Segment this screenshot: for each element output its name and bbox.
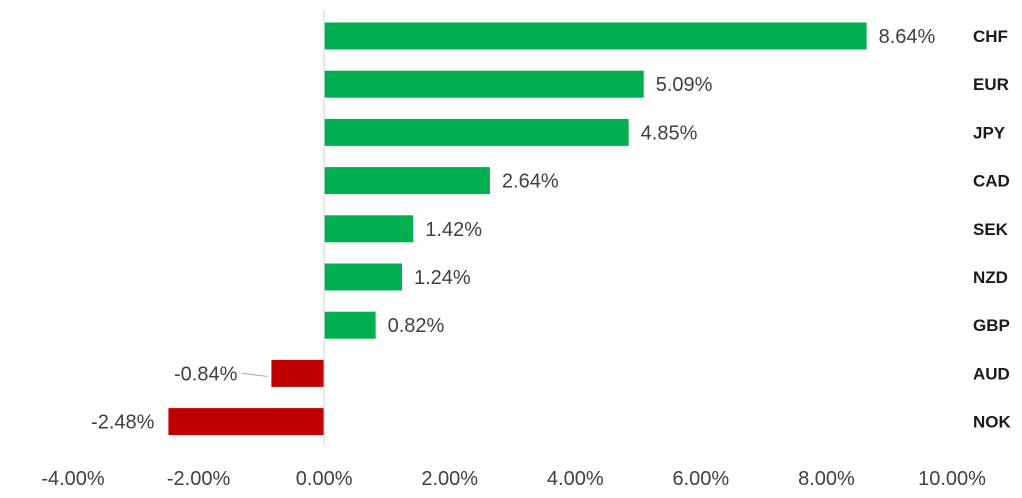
- value-label-chf: 8.64%: [879, 26, 936, 48]
- leader-line-aud: [241, 372, 268, 377]
- bar-nok: [168, 408, 325, 436]
- category-label-aud: AUD: [973, 364, 1010, 383]
- x-tick-label: 8.00%: [798, 468, 855, 490]
- value-label-gbp: 0.82%: [388, 315, 445, 337]
- value-label-nok: -2.48%: [91, 412, 155, 434]
- bar-aud: [271, 359, 325, 387]
- category-label-nzd: NZD: [973, 268, 1008, 287]
- x-tick-label: 2.00%: [421, 468, 478, 490]
- bar-sek: [324, 215, 414, 243]
- category-label-sek: SEK: [973, 220, 1009, 239]
- bars-layer: [168, 22, 867, 436]
- category-label-cad: CAD: [973, 172, 1010, 191]
- bar-jpy: [324, 118, 629, 146]
- value-label-aud: -0.84%: [174, 363, 238, 385]
- x-tick-label: 4.00%: [547, 468, 604, 490]
- category-label-chf: CHF: [973, 27, 1008, 46]
- labels-layer: 8.64% CHF 5.09% EUR 4.85% JPY 2.64% CAD 1.42% SEK…: [91, 26, 1011, 434]
- category-label-eur: EUR: [973, 75, 1009, 94]
- value-label-jpy: 4.85%: [641, 122, 698, 144]
- bar-nzd: [324, 263, 402, 291]
- x-tick-label: 6.00%: [672, 468, 729, 490]
- category-label-jpy: JPY: [973, 123, 1006, 142]
- bar-eur: [324, 70, 644, 98]
- axis-layer: -4.00% -2.00% 0.00% 2.00% 4.00% 6.00% 8.00% 10.…: [41, 10, 986, 490]
- value-label-cad: 2.64%: [502, 171, 559, 193]
- category-label-nok: NOK: [973, 413, 1012, 432]
- value-label-sek: 1.42%: [425, 219, 482, 241]
- category-label-gbp: GBP: [973, 316, 1010, 335]
- value-label-eur: 5.09%: [656, 74, 713, 96]
- bar-chf: [324, 22, 867, 50]
- x-tick-label: -2.00%: [167, 468, 231, 490]
- x-tick-label: 0.00%: [296, 468, 353, 490]
- x-tick-label: 10.00%: [918, 468, 986, 490]
- x-tick-label: -4.00%: [41, 468, 105, 490]
- value-label-nzd: 1.24%: [414, 267, 471, 289]
- bar-cad: [324, 167, 490, 195]
- bar-gbp: [324, 311, 376, 339]
